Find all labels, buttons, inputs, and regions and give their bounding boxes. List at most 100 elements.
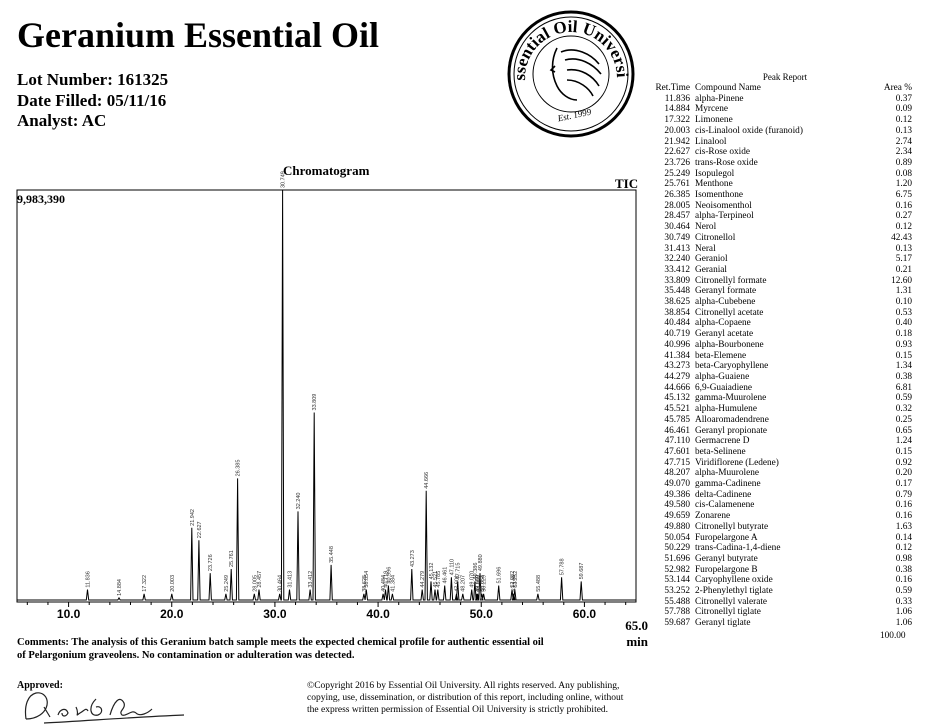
- table-row: 49.580 cis-Calamenene 0.16: [648, 500, 912, 511]
- peak-label: 25.761: [229, 550, 235, 567]
- table-row: 30.749 Citronellol 42.43: [648, 233, 912, 244]
- area-cell: 0.79: [895, 489, 912, 500]
- compound-name-cell: Caryophyllene oxide: [695, 575, 773, 586]
- compound-name-cell: cis-Linalool oxide (furanoid): [695, 125, 803, 136]
- area-cell: 0.38: [895, 564, 912, 575]
- area-cell: 1.24: [895, 436, 912, 447]
- compound-name-cell: alpha-Guaiene: [695, 371, 750, 382]
- compound-name-cell: cis-Rose oxide: [695, 147, 750, 158]
- area-cell: 0.12: [895, 543, 912, 554]
- compound-name-cell: alpha-Copaene: [695, 318, 751, 329]
- x-tick-label: 50.0: [470, 607, 494, 621]
- peak-label: 59.687: [579, 563, 585, 580]
- compound-name-cell: beta-Selinene: [695, 446, 746, 457]
- ret-time-cell: 45.521: [664, 404, 690, 415]
- peak-label: 38.854: [364, 571, 370, 588]
- compound-name-cell: 6,9-Guaiadiene: [695, 382, 753, 393]
- ret-time-cell: 47.601: [664, 446, 690, 457]
- peak-label: 40.719: [384, 571, 390, 588]
- comments: Comments: The analysis of this Geranium …: [17, 636, 577, 662]
- table-row: 38.625 alpha-Cubebene 0.10: [648, 297, 912, 308]
- peak-label: 33.809: [312, 394, 318, 411]
- compound-name-cell: beta-Caryophyllene: [695, 361, 769, 372]
- table-row: 45.521 alpha-Humulene 0.32: [648, 404, 912, 415]
- area-cell: 0.09: [895, 104, 912, 115]
- peak-label: 53.252: [513, 571, 519, 588]
- ret-time-cell: 53.252: [664, 586, 690, 597]
- peak-label: 14.884: [117, 579, 123, 596]
- peak-label: 50.229: [482, 575, 488, 592]
- area-cell: 1.34: [895, 361, 912, 372]
- peak-label: 50.054: [480, 575, 486, 592]
- chart-x-ticks: 10.0 20.0 30.0 40.0 50.0 60.0: [26, 602, 627, 621]
- area-cell: 0.89: [895, 157, 912, 168]
- ret-time-cell: 21.942: [664, 136, 690, 147]
- ret-time-cell: 32.240: [664, 254, 690, 265]
- ret-time-cell: 51.696: [664, 553, 690, 564]
- compound-name-cell: Nerol: [695, 222, 717, 233]
- peak-label: 40.996: [386, 567, 392, 584]
- ret-time-cell: 43.273: [664, 361, 690, 372]
- peak-label: 17.322: [142, 575, 148, 592]
- y-max-label: 9,983,390: [17, 192, 65, 206]
- lot-number: Lot Number: 161325: [17, 70, 169, 89]
- compound-name-cell: Geranyl butyrate: [695, 553, 758, 564]
- area-cell: 0.20: [895, 468, 912, 479]
- ret-time-cell: 33.809: [664, 275, 690, 286]
- area-cell: 0.13: [895, 125, 912, 136]
- peak-label: 44.279: [420, 571, 426, 588]
- area-cell: 0.10: [895, 297, 912, 308]
- area-cell: 0.93: [895, 339, 912, 350]
- area-cell: 0.17: [895, 479, 912, 490]
- x-tick-label: 20.0: [160, 607, 184, 621]
- table-row: 14.884 Myrcene 0.09: [648, 104, 912, 115]
- peak-label: 51.696: [497, 567, 503, 584]
- ret-time-cell: 49.580: [664, 500, 690, 511]
- area-cell: 6.81: [895, 382, 912, 393]
- table-row: 33.412 Geranial 0.21: [648, 265, 912, 276]
- table-row: 28.005 Neoisomenthol 0.16: [648, 201, 912, 212]
- table-row: 21.942 Linalool 2.74: [648, 137, 912, 148]
- ret-time-cell: 35.448: [664, 286, 690, 297]
- table-row: 35.448 Geranyl formate 1.31: [648, 286, 912, 297]
- col-ret-time: Ret.Time: [655, 83, 690, 93]
- table-row: 46.461 Geranyl propionate 0.65: [648, 426, 912, 437]
- ret-time-cell: 25.761: [664, 179, 690, 190]
- compound-name-cell: Germacrene D: [695, 436, 750, 447]
- peak-label: 49.580: [475, 575, 481, 592]
- area-cell: 0.59: [895, 393, 912, 404]
- table-row: 48.207 alpha-Muurolene 0.20: [648, 468, 912, 479]
- table-row: 47.601 beta-Selinene 0.15: [648, 447, 912, 458]
- area-cell: 0.38: [895, 371, 912, 382]
- peak-label: 20.003: [170, 575, 176, 592]
- area-cell: 1.20: [895, 179, 912, 190]
- peak-label: 28.005: [252, 575, 258, 592]
- compound-name-cell: Citronellyl tiglate: [695, 607, 761, 618]
- ret-time-cell: 11.836: [664, 93, 690, 104]
- peak-label: 45.785: [436, 571, 442, 588]
- peak-label: 49.070: [470, 571, 476, 588]
- tic-label: TIC: [615, 176, 639, 191]
- area-cell: 0.16: [895, 500, 912, 511]
- area-cell: 0.15: [895, 446, 912, 457]
- table-row: 11.836 alpha-Pinene 0.37: [648, 94, 912, 105]
- compound-name-cell: Isomenthone: [695, 190, 744, 201]
- ret-time-cell: 49.880: [664, 521, 690, 532]
- peak-label: 55.488: [536, 575, 542, 592]
- peak-label: 35.448: [329, 546, 335, 563]
- report-title: Geranium Essential Oil: [17, 15, 380, 55]
- ret-time-cell: 52.982: [664, 564, 690, 575]
- plot-frame: [16, 189, 637, 603]
- table-row: 55.488 Citronellyl valerate 0.33: [648, 597, 912, 608]
- area-cell: 1.63: [895, 521, 912, 532]
- table-row: 17.322 Limonene 0.12: [648, 115, 912, 126]
- table-row: 49.386 delta-Cadinene 0.79: [648, 490, 912, 501]
- compound-name-cell: alpha-Cubebene: [695, 297, 756, 308]
- compound-name-cell: Neoisomenthol: [695, 200, 752, 211]
- compound-name-cell: Geranyl propionate: [695, 425, 768, 436]
- table-row: 40.996 alpha-Bourbonene 0.93: [648, 340, 912, 351]
- peak-label: 47.110: [449, 559, 455, 575]
- compound-name-cell: beta-Elemene: [695, 350, 747, 361]
- table-row: 44.666 6,9-Guaiadiene 6.81: [648, 383, 912, 394]
- compound-name-cell: Citronellyl butyrate: [695, 521, 769, 532]
